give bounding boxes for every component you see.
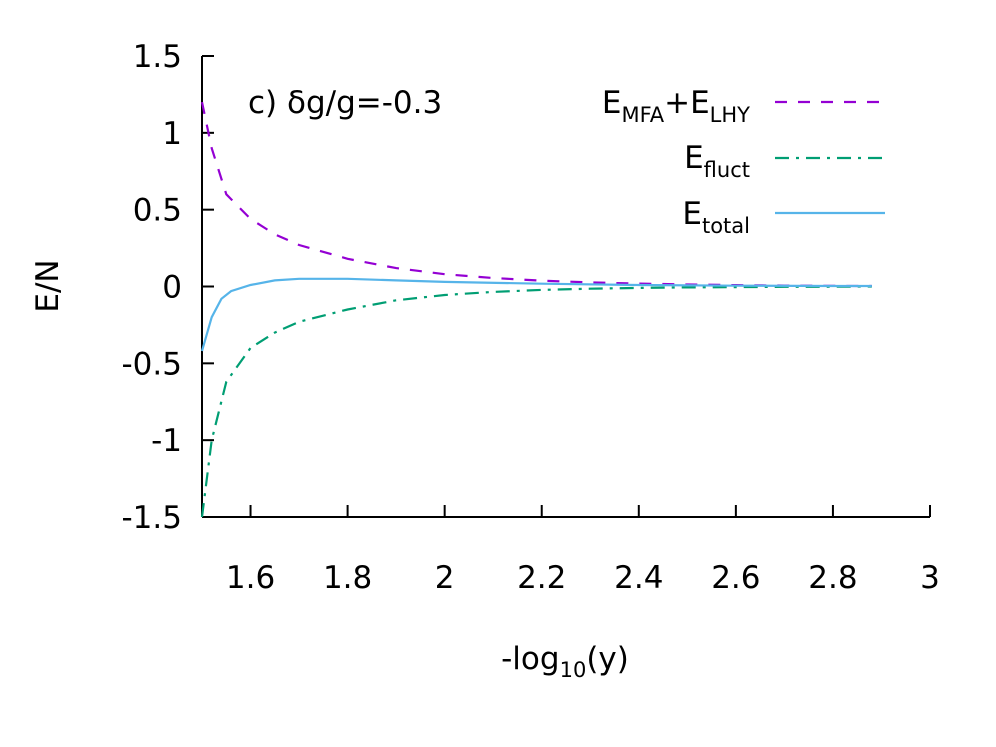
legend: EMFA+ELHY Efluct Etotal [602,85,885,238]
legend-label-fluct: Efluct [684,140,750,182]
y-tick-label: 0 [162,270,182,306]
x-axis-label-sub: 10 [560,658,587,682]
x-axis-label-main: -log [501,641,559,677]
x-tick-label: 2 [435,560,455,596]
x-tick-label: 2.2 [517,560,566,596]
series-line-mfa-lhy [200,101,872,288]
y-tick-label: -1 [151,423,182,459]
series-line-total [200,277,872,352]
legend-label-total: Etotal [682,196,750,238]
panel-annotation: c) δg/g=-0.3 [248,85,442,121]
x-tick-label: 1.6 [226,560,275,596]
y-tick-label: 1 [162,116,182,152]
x-tick-label: 1.8 [323,560,372,596]
y-tick-label: -0.5 [122,346,183,382]
series-line-fluct [200,285,872,518]
x-tick-label: 2.6 [711,560,760,596]
x-axis-label-tail: (y) [586,641,629,677]
series-layer [200,101,872,518]
legend-label-mfa-lhy: EMFA+ELHY [602,85,750,127]
x-axis-ticks: 1.6 1.8 2 2.2 2.4 2.6 2.8 3 [226,505,940,596]
y-axis-label: E/N [30,259,66,312]
x-tick-label: 2.8 [808,560,857,596]
x-tick-label: 3 [920,560,940,596]
y-tick-label: -1.5 [122,500,183,536]
y-tick-label: 0.5 [133,193,182,229]
x-axis-label: -log10(y) [501,641,629,682]
x-tick-label: 2.4 [614,560,663,596]
y-tick-label: 1.5 [133,39,182,75]
y-axis-ticks: -1.5 -1 -0.5 0 0.5 1 1.5 [122,39,214,536]
